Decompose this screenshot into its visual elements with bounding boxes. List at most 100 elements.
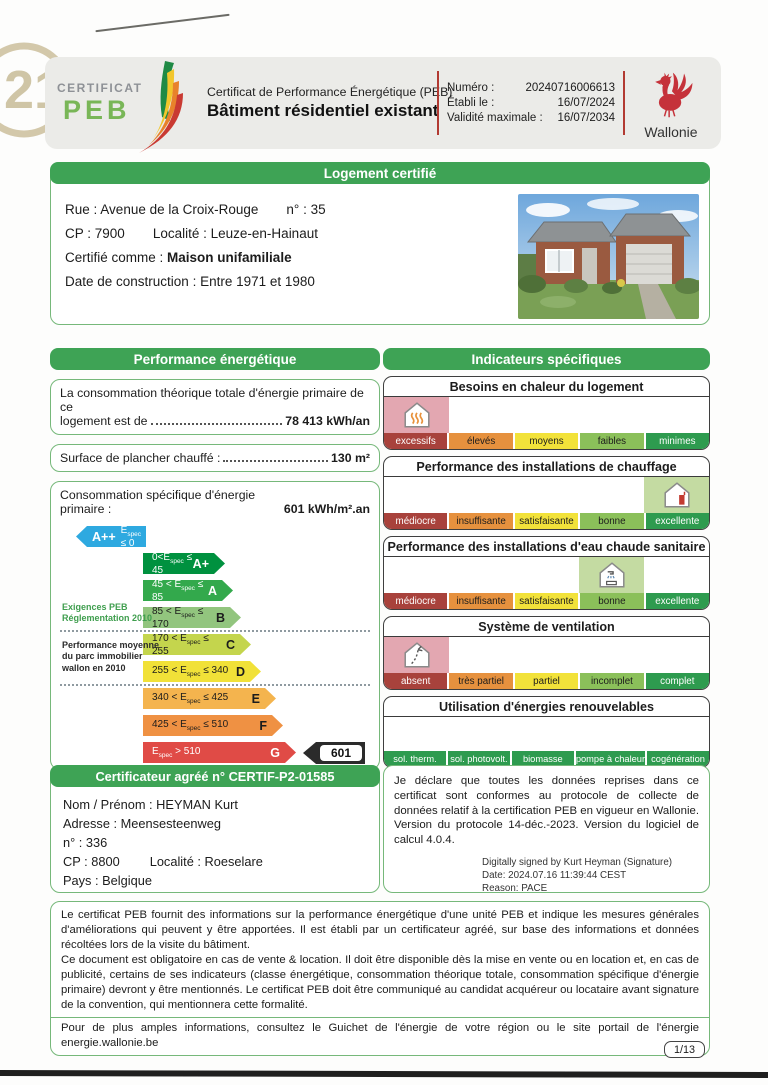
score-marker: 601 <box>303 742 365 764</box>
certificateur-section: Certificateur agréé n° CERTIF-P2-01585 N… <box>50 765 380 893</box>
meta-etabli-label: Établi le : <box>447 97 495 109</box>
performance-title-bar: Performance énergétique <box>50 348 380 370</box>
performance-column: Performance énergétique La consommation … <box>50 348 380 770</box>
declaration-text: Je déclare que toutes les données repris… <box>394 775 699 847</box>
indicator-besoins-chaleur: Besoins en chaleur du logement excessifs… <box>383 376 710 450</box>
indicators-column: Indicateurs spécifiques Besoins en chale… <box>383 348 710 768</box>
indicator-ventilation: Système de ventilation absent très parti… <box>383 616 710 690</box>
header-divider <box>437 71 439 135</box>
heated-floor-area-box: Surface de plancher chauffé : 130 m² <box>50 444 380 472</box>
strip-label: bonne <box>580 593 644 609</box>
page-number: 1/13 <box>664 1041 706 1058</box>
strip-label: excellente <box>645 593 709 609</box>
strip-label: élevés <box>449 433 513 449</box>
strip-label: biomasse <box>511 751 574 767</box>
score-value: 601 <box>320 745 362 761</box>
specific-consumption-label: Consommation spécifique d'énergie primai… <box>60 488 256 516</box>
scan-artifact-line <box>95 13 230 33</box>
declaration-section: Je déclare que toutes les données repris… <box>383 765 710 894</box>
wallonie-logo: Wallonie <box>633 67 709 140</box>
indicator-eau-chaude: Performance des installations d'eau chau… <box>383 536 710 610</box>
certified-as-line: Certifié comme : Maison unifamiliale <box>65 250 292 265</box>
total-consumption-box: La consommation théorique totale d'énerg… <box>50 379 380 435</box>
meta-validite-value: 16/07/2034 <box>557 112 615 124</box>
footer-paragraph-3: Pour de plus amples informations, consul… <box>61 1022 699 1050</box>
scale-row-e: 340 < Espec ≤ 425 E <box>143 688 276 709</box>
wallonie-rooster-icon <box>655 72 693 117</box>
strip-label: médiocre <box>384 513 448 529</box>
peb-requirement-line <box>60 630 370 632</box>
active-cell <box>579 557 644 593</box>
meta-numero-value: 20240716006613 <box>525 82 615 94</box>
strip-label: incomplet <box>580 673 644 689</box>
dotted-leader <box>223 460 329 462</box>
strip-label: partiel <box>514 673 579 689</box>
logo-peb-text: PEB <box>63 95 131 125</box>
city-line: CP : 7900 Localité : Leuze-en-Hainaut <box>65 226 318 241</box>
meta-numero-label: Numéro : <box>447 82 495 94</box>
house-ventilation-icon <box>403 642 430 668</box>
strip-label: insuffisante <box>449 513 513 529</box>
surface-label: Surface de plancher chauffé : <box>60 451 221 465</box>
certificateur-title-bar: Certificateur agréé n° CERTIF-P2-01585 <box>50 765 380 787</box>
certifier-name-line: Nom / Prénom : HEYMAN Kurt <box>63 797 238 812</box>
peb-swoosh-icon <box>139 61 183 153</box>
logement-certifie-section: Logement certifié Rue : Avenue de la Cro… <box>50 162 710 325</box>
strip-label: médiocre <box>384 593 448 609</box>
strip-label: satisfaisante <box>514 593 579 609</box>
house-heat-icon <box>403 402 430 428</box>
indicator-energies-renouvelables: Utilisation d'énergies renouvelables sol… <box>383 696 710 768</box>
certificate-subtitle: Certificat de Performance Énergétique (P… <box>207 85 453 99</box>
certificate-header: CERTIFICAT PEB Certificat de Performance… <box>45 57 721 153</box>
strip-label: complet <box>645 673 709 689</box>
strip-label: insuffisante <box>449 593 513 609</box>
strip-label: moyens <box>514 433 579 449</box>
scale-row-b: 85 < Espec ≤ 170 B <box>143 607 241 628</box>
wallonie-label: Wallonie <box>644 123 698 140</box>
construction-date-line: Date de construction : Entre 1971 et 198… <box>65 274 315 289</box>
indicators-title-bar: Indicateurs spécifiques <box>383 348 710 370</box>
energy-label-scale: A++ Espec ≤ 0 0<Espec ≤ 45 A+ 45 < Espec ≤… <box>60 526 370 764</box>
specific-consumption-box: Consommation spécifique d'énergie primai… <box>50 481 380 770</box>
peb-logo: CERTIFICAT PEB <box>57 61 183 153</box>
active-cell <box>384 397 449 433</box>
house-hot-water-icon <box>598 562 625 588</box>
strip-label: absent <box>384 673 448 689</box>
strip-label: sol. therm. <box>384 751 446 767</box>
certifier-number-line: n° : 336 <box>63 835 108 850</box>
strip-label: minimes <box>645 433 709 449</box>
strip-label: cogénération <box>647 751 709 767</box>
average-performance-line <box>60 684 370 686</box>
total-consumption-line2: logement est de <box>60 414 148 428</box>
scale-row-a-plus-plus: A++ Espec ≤ 0 <box>76 526 146 547</box>
total-consumption-line1: La consommation théorique totale d'énerg… <box>60 386 364 414</box>
certifier-address-line: Adresse : Meensesteenweg <box>63 816 221 831</box>
strip-label: sol. photovolt. <box>447 751 510 767</box>
dotted-leader <box>150 423 283 425</box>
strip-label: très partiel <box>449 673 513 689</box>
house-photo <box>518 194 699 319</box>
meta-etabli-value: 16/07/2024 <box>557 97 615 109</box>
strip-label: faibles <box>580 433 644 449</box>
strip-label: satisfaisante <box>514 513 579 529</box>
average-performance-annotation: Performance moyenne du parc immobilier wal… <box>62 640 160 673</box>
strip-label: pompe à chaleur <box>575 751 646 767</box>
meta-validite-label: Validité maximale : <box>447 112 543 124</box>
active-cell <box>644 477 709 513</box>
scale-row-f: 425 < Espec ≤ 510 F <box>143 715 283 736</box>
strip-label: excessifs <box>384 433 448 449</box>
certificate-title: Bâtiment résidentiel existant <box>207 101 439 120</box>
surface-value: 130 m² <box>331 451 370 465</box>
scale-row-a: 45 < Espec ≤ 85 A <box>143 580 233 601</box>
scale-row-c: 170 < Espec ≤ 255 C <box>143 634 251 655</box>
logo-certificat-text: CERTIFICAT <box>57 81 143 95</box>
scale-row-g: Espec > 510 G <box>143 742 296 763</box>
digital-signature: Digitally signed by Kurt Heyman (Signatu… <box>482 857 673 894</box>
logement-title-bar: Logement certifié <box>50 162 710 184</box>
footer-divider <box>51 1017 709 1019</box>
scan-artifact-bar <box>0 1069 768 1079</box>
scale-row-a-plus: 0<Espec ≤ 45 A+ <box>143 553 225 574</box>
footer-paragraph-1: Le certificat PEB fournit des informatio… <box>61 909 699 952</box>
certifier-country-line: Pays : Belgique <box>63 873 152 888</box>
